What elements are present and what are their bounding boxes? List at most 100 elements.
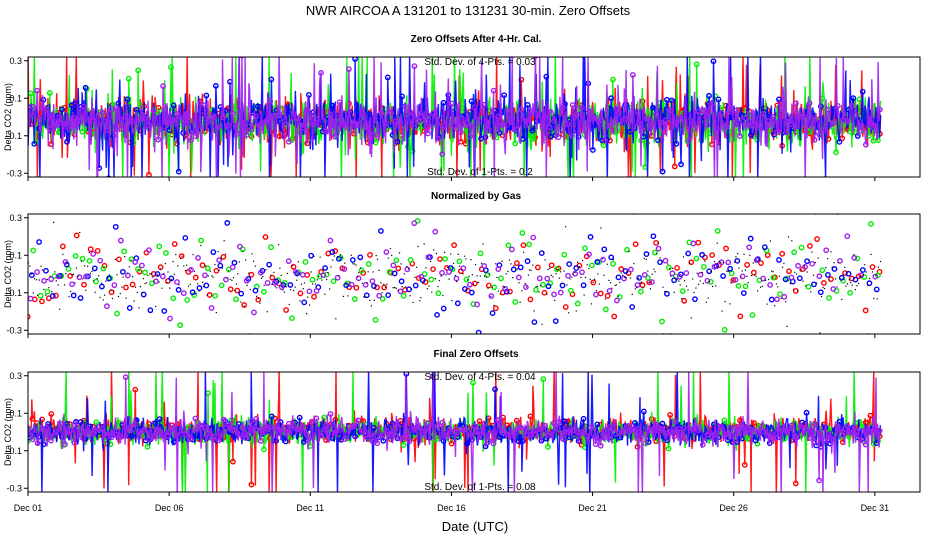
data-point xyxy=(460,265,467,272)
data-point xyxy=(393,257,400,264)
data-point xyxy=(210,114,217,121)
data-point xyxy=(341,256,343,258)
data-point xyxy=(501,260,503,262)
data-point xyxy=(831,266,833,268)
data-point xyxy=(788,422,795,429)
data-point xyxy=(764,252,771,259)
data-point xyxy=(358,271,360,274)
data-point xyxy=(604,292,611,299)
data-point xyxy=(594,278,596,280)
data-point xyxy=(828,279,830,281)
data-point xyxy=(454,300,461,307)
data-point xyxy=(641,271,648,278)
data-point xyxy=(198,237,204,244)
data-point xyxy=(241,302,248,308)
data-point xyxy=(496,276,498,279)
data-point xyxy=(29,265,31,267)
data-point xyxy=(597,273,599,275)
data-point xyxy=(583,294,585,296)
data-point xyxy=(871,123,878,129)
data-point xyxy=(425,420,432,427)
data-point xyxy=(353,263,356,265)
data-point xyxy=(72,253,79,259)
data-point xyxy=(594,421,601,428)
data-point xyxy=(202,281,204,283)
data-point xyxy=(144,282,146,285)
data-point xyxy=(253,113,259,120)
data-point xyxy=(350,254,352,256)
data-point xyxy=(339,253,342,256)
data-point xyxy=(271,112,278,119)
data-point xyxy=(203,92,210,99)
data-point xyxy=(477,250,484,257)
data-point xyxy=(700,263,707,270)
data-point xyxy=(297,261,300,263)
plot-area xyxy=(28,57,883,177)
data-point xyxy=(877,266,880,268)
data-point xyxy=(440,99,447,106)
data-point xyxy=(71,114,78,121)
data-point xyxy=(774,434,781,441)
data-point xyxy=(103,294,106,296)
data-point xyxy=(131,276,134,278)
data-point xyxy=(367,252,373,258)
data-point xyxy=(844,233,851,240)
data-point xyxy=(300,439,307,445)
data-point xyxy=(82,84,89,91)
data-point xyxy=(826,258,829,260)
data-point xyxy=(671,163,678,170)
data-point xyxy=(306,288,313,295)
data-point xyxy=(679,288,686,295)
panel-title: Normalized by Gas xyxy=(431,191,521,202)
data-point xyxy=(467,133,474,140)
data-point xyxy=(34,278,36,280)
data-point xyxy=(517,264,524,271)
data-point xyxy=(248,271,255,278)
data-point xyxy=(709,434,716,441)
data-point xyxy=(159,273,166,280)
data-point xyxy=(873,297,875,300)
data-point xyxy=(549,267,551,269)
data-point xyxy=(224,122,231,129)
data-point xyxy=(183,431,189,438)
data-point xyxy=(101,282,103,284)
data-point xyxy=(46,89,53,96)
data-point xyxy=(341,436,348,443)
data-point xyxy=(750,269,757,276)
data-point xyxy=(48,437,54,444)
data-point xyxy=(508,259,511,261)
data-point xyxy=(383,283,385,285)
data-point xyxy=(590,303,593,305)
data-point xyxy=(187,285,190,287)
data-point xyxy=(28,272,35,279)
data-point xyxy=(443,434,450,440)
data-point xyxy=(489,310,496,317)
data-point xyxy=(649,288,652,290)
data-point xyxy=(527,413,534,420)
data-point xyxy=(676,273,683,280)
data-point xyxy=(540,285,542,287)
data-point xyxy=(170,295,177,302)
data-point xyxy=(175,168,182,175)
data-point xyxy=(197,283,199,285)
data-point xyxy=(685,138,692,144)
y-tick-label: -0.1 xyxy=(6,288,22,298)
data-point xyxy=(534,264,541,271)
data-point xyxy=(77,419,84,425)
data-point xyxy=(296,414,303,421)
data-point xyxy=(854,288,857,291)
data-point xyxy=(775,283,778,285)
data-point xyxy=(106,175,112,177)
data-point xyxy=(248,126,255,133)
data-point xyxy=(374,440,381,447)
data-point xyxy=(518,106,525,113)
data-point xyxy=(611,287,613,289)
data-point xyxy=(561,282,563,284)
data-point xyxy=(352,57,358,62)
data-point xyxy=(360,427,367,434)
data-point xyxy=(359,267,362,269)
data-point xyxy=(653,268,655,270)
data-point xyxy=(582,245,588,252)
plot-area xyxy=(28,214,883,334)
data-point xyxy=(491,286,493,289)
